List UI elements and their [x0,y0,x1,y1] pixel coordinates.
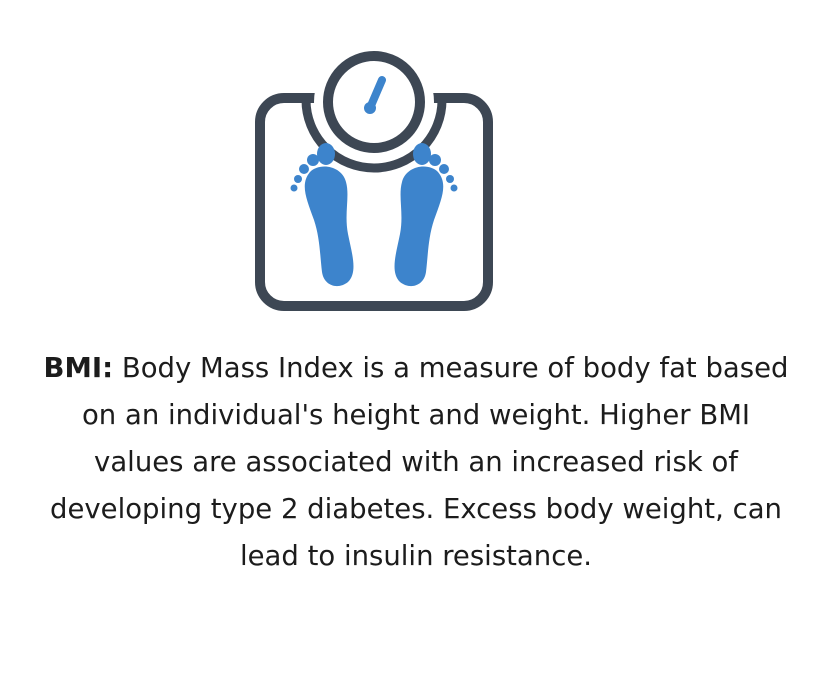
scale-neck [301,99,447,173]
bmi-description: Body Mass Index is a measure of body fat… [50,352,789,572]
bathroom-scale-icon [255,50,493,311]
right-footprint-icon [394,143,458,287]
bmi-definition: BMI: Body Mass Index is a measure of bod… [40,345,792,580]
left-footprint-icon [290,143,354,287]
bmi-term: BMI: [43,352,114,384]
